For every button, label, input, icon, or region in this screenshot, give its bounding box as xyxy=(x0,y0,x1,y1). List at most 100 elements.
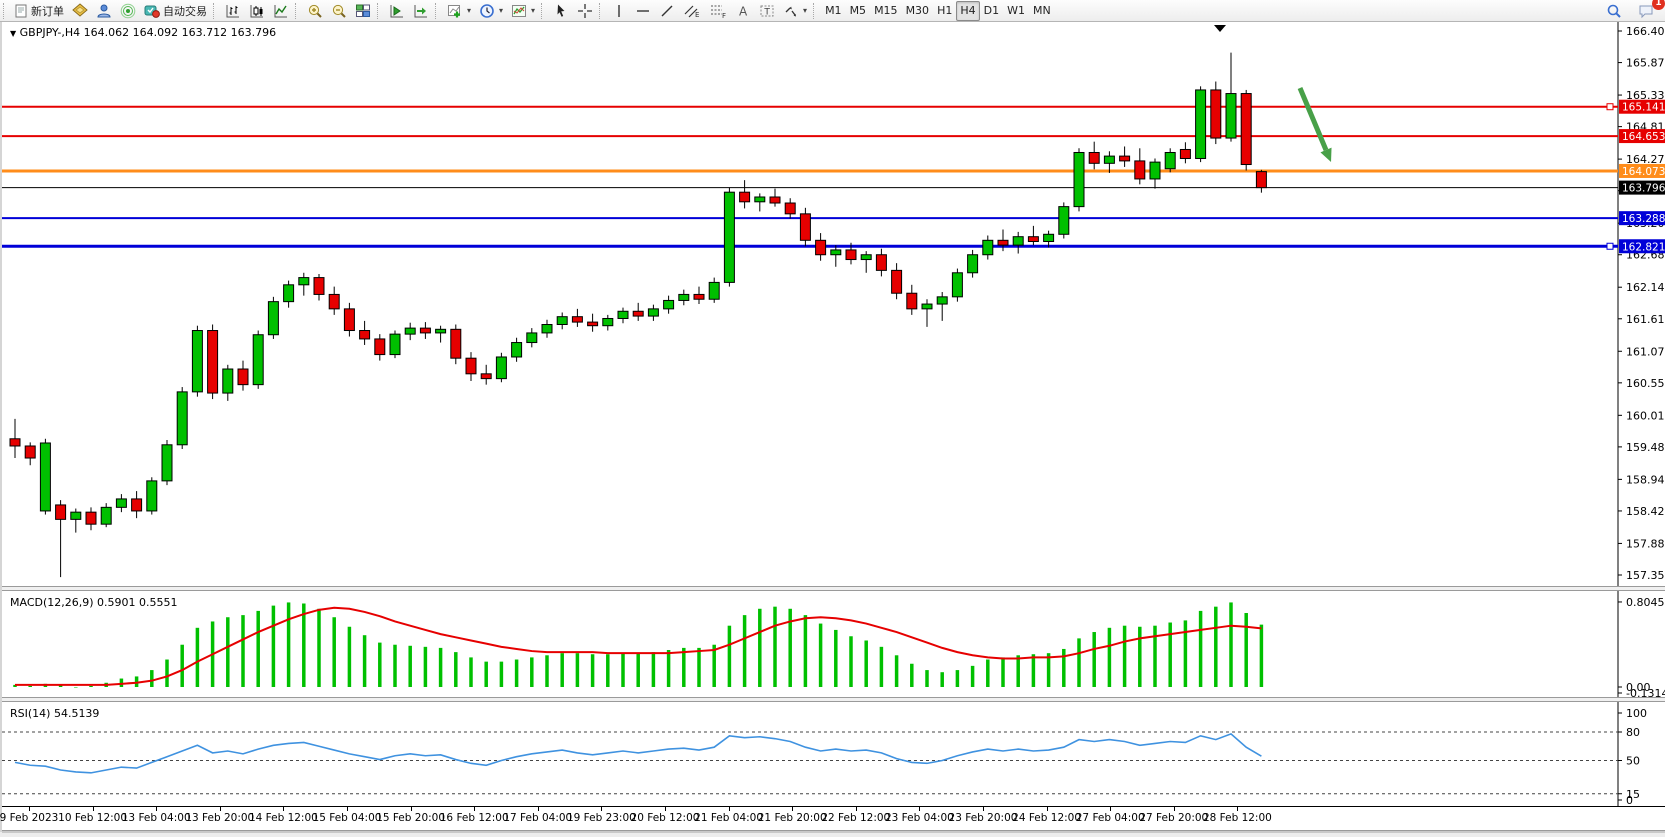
svg-text:159.485: 159.485 xyxy=(1626,441,1665,454)
arrow-objects-icon xyxy=(785,6,797,16)
time-axis-label: 21 Feb 04:00 xyxy=(694,812,764,824)
templates-button[interactable]: ▾ xyxy=(507,1,539,21)
notification-badge: 1 xyxy=(1652,0,1665,10)
auto-trading-button[interactable]: 自动交易 xyxy=(140,1,211,21)
svg-text:163.288: 163.288 xyxy=(1622,213,1665,225)
zoom-in-icon xyxy=(308,4,322,18)
timeframe-h4-button[interactable]: H4 xyxy=(956,0,980,21)
horizontal-line-tool-button[interactable] xyxy=(631,1,655,21)
pane-divider[interactable] xyxy=(2,586,1665,591)
vertical-line-icon xyxy=(618,4,620,17)
rsi-label: RSI(14) 54.5139 xyxy=(10,707,100,720)
time-axis-label: 17 Feb 04:00 xyxy=(503,812,573,824)
arrows-dropdown-caret: ▾ xyxy=(803,6,808,15)
new-order-label: 新订单 xyxy=(31,4,64,18)
new-order-button[interactable]: 新订单 xyxy=(11,1,68,21)
zoom-out-button[interactable] xyxy=(327,1,351,21)
price-pane-svg[interactable]: 166.400165.875165.335164.810164.270163.7… xyxy=(2,22,1665,586)
toolbar-separator xyxy=(213,2,218,19)
svg-text:F: F xyxy=(722,12,726,19)
zoom-in-button[interactable] xyxy=(303,1,327,21)
time-axis-tick xyxy=(1046,807,1048,811)
svg-text:164.270: 164.270 xyxy=(1626,153,1665,166)
signal-button[interactable] xyxy=(116,1,140,21)
equidistant-channel-icon: E xyxy=(684,5,699,19)
toolbar-separator xyxy=(435,2,440,19)
text-label-tool-button[interactable]: T xyxy=(755,1,779,21)
templates-dropdown-caret: ▾ xyxy=(531,6,536,15)
toolbar-separator xyxy=(295,2,300,19)
cursor-tool-button[interactable] xyxy=(549,1,573,21)
chart-shift-icon xyxy=(390,4,403,17)
arrows-tool-button[interactable]: ▾ xyxy=(779,1,811,21)
crosshair-tool-button[interactable] xyxy=(573,1,597,21)
time-axis-tick xyxy=(728,807,730,811)
chart-shift-button[interactable] xyxy=(385,1,409,21)
time-axis-tick xyxy=(1237,807,1239,811)
line-chart-mode-button[interactable] xyxy=(269,1,293,21)
periods-button[interactable]: ▾ xyxy=(475,1,507,21)
timeframe-d1-button[interactable]: D1 xyxy=(980,1,1003,21)
pane-divider[interactable] xyxy=(2,697,1665,702)
svg-text:161.615: 161.615 xyxy=(1626,313,1665,326)
toolbar-separator xyxy=(541,2,546,19)
clock-icon xyxy=(480,3,494,18)
timeframe-w1-button[interactable]: W1 xyxy=(1003,1,1029,21)
time-axis-label: 28 Feb 12:00 xyxy=(1202,812,1272,824)
indicators-dropdown-caret: ▾ xyxy=(467,6,472,15)
svg-text:164.073: 164.073 xyxy=(1622,166,1665,178)
time-axis-label: 22 Feb 12:00 xyxy=(821,812,891,824)
time-axis-tick xyxy=(219,807,221,811)
bar-chart-mode-button[interactable] xyxy=(221,1,245,21)
macd-label: MACD(12,26,9) 0.5901 0.5551 xyxy=(10,596,178,609)
time-axis-label: 21 Feb 20:00 xyxy=(757,812,827,824)
svg-text:164.653: 164.653 xyxy=(1622,131,1665,143)
horizontal-line-icon xyxy=(637,9,650,12)
charts-stack-icon xyxy=(72,2,88,17)
text-tool-button[interactable]: A xyxy=(731,1,755,21)
svg-text:0.8045: 0.8045 xyxy=(1626,596,1665,609)
rsi-pane-svg[interactable]: 100 80 50 150 xyxy=(2,702,1665,806)
search-button[interactable] xyxy=(1602,1,1626,21)
indicators-button[interactable]: ▾ xyxy=(443,1,475,21)
svg-text:80: 80 xyxy=(1626,726,1640,739)
svg-text:A: A xyxy=(739,4,748,18)
notifications-button[interactable]: 1 xyxy=(1634,0,1665,21)
time-axis-label: 13 Feb 20:00 xyxy=(185,812,255,824)
svg-text:160.010: 160.010 xyxy=(1626,409,1665,422)
macd-pane-svg[interactable]: 0.8045 0.00-0.1314 xyxy=(2,591,1665,697)
trendline-tool-button[interactable] xyxy=(655,1,679,21)
signal-icon xyxy=(120,3,136,18)
fibonacci-tool-button[interactable]: F xyxy=(705,1,731,21)
svg-text:0.00: 0.00 xyxy=(1626,681,1651,694)
profile-icon xyxy=(97,4,111,17)
auto-trading-label: 自动交易 xyxy=(163,4,207,18)
time-axis-label: 20 Feb 12:00 xyxy=(630,812,700,824)
timeframe-h1-button[interactable]: H1 xyxy=(933,1,956,21)
toolbar-separator xyxy=(813,2,818,19)
time-axis-label: 24 Feb 12:00 xyxy=(1012,812,1082,824)
channel-tool-button[interactable]: E xyxy=(679,1,705,21)
time-axis[interactable]: 9 Feb 2023 10 Feb 12:00 13 Feb 04:00 13 Feb… xyxy=(0,806,1665,831)
chart-window: ▼ GBPJPY-,H4 164.062 164.092 163.712 163… xyxy=(0,22,1665,833)
template-icon xyxy=(512,4,527,17)
timeframe-m30-button[interactable]: M30 xyxy=(902,1,934,21)
time-axis-tick xyxy=(1173,807,1175,811)
profile-button[interactable] xyxy=(92,1,116,21)
time-axis-tick xyxy=(29,807,30,811)
tile-windows-button[interactable] xyxy=(351,1,375,21)
timeframe-m15-button[interactable]: M15 xyxy=(870,1,902,21)
zoom-out-icon xyxy=(332,4,346,18)
chart-collapse-toggle[interactable]: ▼ xyxy=(10,29,17,38)
time-axis-label: 10 Feb 12:00 xyxy=(58,812,128,824)
time-axis-tick xyxy=(537,807,539,811)
svg-text:100: 100 xyxy=(1626,707,1647,720)
timeframe-m1-button[interactable]: M1 xyxy=(821,1,846,21)
charts-stack-button[interactable] xyxy=(68,1,92,21)
timeframe-m5-button[interactable]: M5 xyxy=(846,1,871,21)
timeframe-mn-button[interactable]: MN xyxy=(1029,1,1055,21)
auto-scroll-button[interactable] xyxy=(409,1,433,21)
candlestick-mode-button[interactable] xyxy=(245,1,269,21)
new-order-icon xyxy=(15,4,27,17)
vertical-line-tool-button[interactable] xyxy=(607,1,631,21)
